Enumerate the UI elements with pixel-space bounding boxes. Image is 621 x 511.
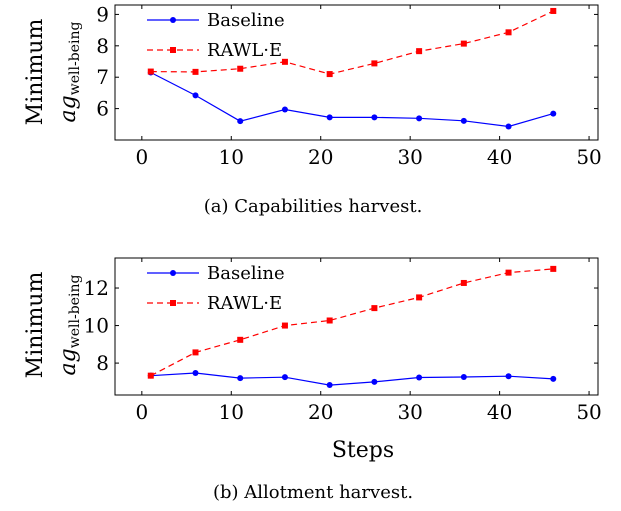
y-axis-label-sub: well-being bbox=[67, 22, 83, 96]
y-axis-label-main: ag bbox=[56, 95, 81, 122]
y-tick-label: 12 bbox=[84, 276, 109, 300]
data-point-baseline bbox=[192, 92, 199, 99]
chart-capabilities-harvest: Minimum agwell-being (a) Capabilities ha… bbox=[23, 2, 602, 217]
data-point-baseline bbox=[416, 115, 423, 122]
y-tick-label: 8 bbox=[96, 351, 109, 375]
legend-label-rawle: RAWL·E bbox=[207, 40, 282, 61]
legend-marker-rawle bbox=[170, 47, 176, 53]
x-tick-label: 40 bbox=[487, 145, 512, 169]
x-tick-label: 20 bbox=[308, 145, 333, 169]
data-point-rawle bbox=[505, 269, 512, 276]
x-tick-label: 0 bbox=[135, 145, 148, 169]
data-point-baseline bbox=[550, 375, 557, 382]
plot-frame bbox=[114, 257, 599, 396]
y-axis-label-main: ag bbox=[56, 348, 81, 375]
x-tick-label: 30 bbox=[397, 145, 422, 169]
data-point-rawle bbox=[326, 71, 333, 78]
data-point-baseline bbox=[460, 373, 467, 380]
data-point-baseline bbox=[550, 110, 557, 117]
data-point-baseline bbox=[326, 114, 333, 121]
legend-marker-baseline bbox=[170, 270, 176, 276]
y-axis-label-line2: agwell-being bbox=[56, 275, 83, 376]
legend-marker-rawle bbox=[170, 300, 176, 306]
y-axis-label-line2: agwell-being bbox=[56, 22, 83, 123]
data-point-baseline bbox=[416, 374, 423, 381]
x-tick-label: 10 bbox=[219, 400, 244, 424]
y-tick-label: 7 bbox=[96, 65, 109, 89]
data-point-baseline bbox=[505, 123, 512, 130]
data-point-rawle bbox=[281, 58, 288, 65]
data-point-baseline bbox=[281, 374, 288, 381]
data-point-baseline bbox=[237, 118, 244, 125]
data-point-baseline bbox=[371, 114, 378, 121]
plot-frame bbox=[114, 4, 599, 141]
data-point-rawle bbox=[192, 68, 199, 75]
x-axis-label: Steps bbox=[332, 438, 394, 463]
data-point-baseline bbox=[237, 375, 244, 382]
data-point-rawle bbox=[550, 7, 557, 14]
data-point-rawle bbox=[371, 305, 378, 312]
data-point-rawle bbox=[192, 349, 199, 356]
data-point-rawle bbox=[460, 40, 467, 47]
data-point-rawle bbox=[147, 372, 154, 379]
data-point-rawle bbox=[147, 68, 154, 75]
x-tick-label: 30 bbox=[397, 400, 422, 424]
x-tick-label: 0 bbox=[135, 400, 148, 424]
series-line-rawle bbox=[150, 268, 554, 377]
x-tick-label: 50 bbox=[576, 400, 601, 424]
chart-caption: (b) Allotment harvest. bbox=[213, 482, 413, 503]
x-tick-label: 10 bbox=[219, 145, 244, 169]
y-axis-label-line1: Minimum bbox=[23, 272, 48, 379]
data-point-baseline bbox=[371, 378, 378, 385]
x-tick-label: 50 bbox=[576, 145, 601, 169]
y-axis-label-sub: well-being bbox=[67, 275, 83, 349]
data-point-rawle bbox=[371, 60, 378, 67]
data-point-rawle bbox=[237, 65, 244, 72]
x-tick-label: 40 bbox=[487, 400, 512, 424]
series-line-rawle bbox=[150, 10, 554, 75]
data-point-baseline bbox=[505, 373, 512, 380]
y-tick-label: 8 bbox=[96, 34, 109, 58]
y-axis-label-line1: Minimum bbox=[23, 19, 48, 126]
data-point-rawle bbox=[460, 279, 467, 286]
data-point-rawle bbox=[237, 336, 244, 343]
legend-label-rawle: RAWL·E bbox=[207, 293, 282, 314]
y-tick-label: 9 bbox=[96, 2, 109, 26]
data-point-baseline bbox=[460, 117, 467, 124]
data-point-rawle bbox=[416, 294, 423, 301]
data-point-baseline bbox=[281, 106, 288, 113]
legend-label-baseline: Baseline bbox=[207, 263, 285, 284]
y-tick-label: 6 bbox=[96, 97, 109, 121]
legend-label-baseline: Baseline bbox=[207, 10, 285, 31]
data-point-rawle bbox=[326, 317, 333, 324]
series-line-baseline bbox=[150, 372, 554, 386]
chart-caption: (a) Capabilities harvest. bbox=[204, 196, 423, 217]
data-point-rawle bbox=[505, 29, 512, 36]
y-tick-label: 10 bbox=[84, 314, 109, 338]
data-point-rawle bbox=[416, 48, 423, 55]
legend-marker-baseline bbox=[170, 17, 176, 23]
data-point-rawle bbox=[281, 322, 288, 329]
x-tick-label: 20 bbox=[308, 400, 333, 424]
data-point-rawle bbox=[550, 265, 557, 272]
data-point-baseline bbox=[326, 382, 333, 389]
series-line-baseline bbox=[150, 71, 554, 128]
chart-allotment-harvest: Minimum agwell-being Steps (b) Allotment… bbox=[23, 257, 602, 503]
data-point-baseline bbox=[192, 370, 199, 377]
